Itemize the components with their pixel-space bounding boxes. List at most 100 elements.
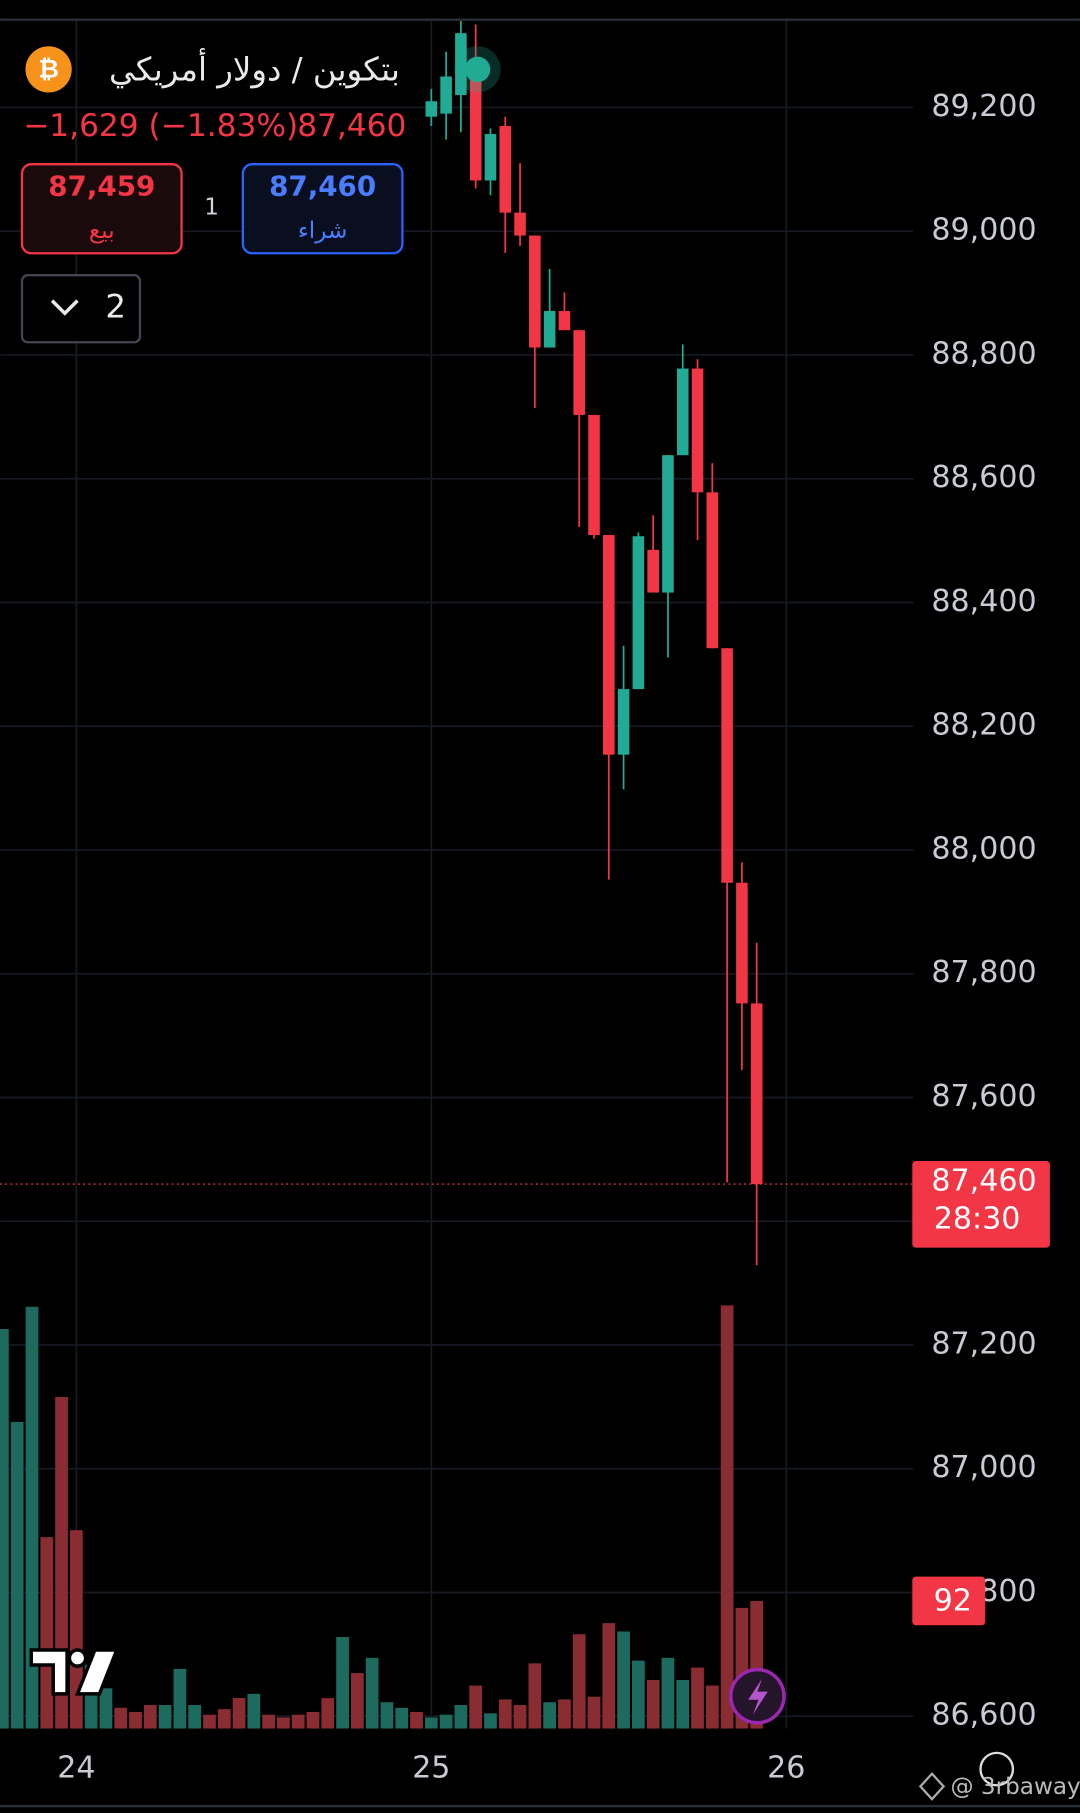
buy-button[interactable] xyxy=(241,163,404,255)
x-tick-label: 26 xyxy=(767,1751,805,1786)
y-tick-label: 89,200 xyxy=(931,89,1036,124)
volume-bar xyxy=(0,1328,9,1729)
volume-bar xyxy=(203,1714,216,1729)
price-change: −1,629 (−1.83%) xyxy=(23,108,298,144)
volume-bar xyxy=(232,1698,246,1729)
y-tick-label: 88,400 xyxy=(931,584,1036,619)
candle-body xyxy=(543,311,556,348)
candle-body xyxy=(750,1003,763,1185)
volume-bar xyxy=(336,1637,349,1729)
candle-body xyxy=(514,212,526,236)
grid xyxy=(0,20,914,1729)
candle-body xyxy=(617,689,630,755)
candle-body xyxy=(455,33,467,96)
volume-bar xyxy=(291,1714,305,1729)
buy-label: شراء xyxy=(298,218,347,244)
candle-body xyxy=(573,330,585,415)
volume-bar xyxy=(40,1537,54,1729)
current-price: 87,460 xyxy=(297,108,406,144)
candle-body xyxy=(632,536,645,690)
last-price-tag xyxy=(912,1160,1050,1248)
volume-bar xyxy=(572,1634,586,1729)
candle-body xyxy=(484,134,497,181)
volume-pane xyxy=(0,1305,764,1729)
coin-icon xyxy=(25,46,72,93)
volume-bar xyxy=(705,1685,719,1729)
candle-body xyxy=(706,492,719,649)
candle-body xyxy=(676,368,689,456)
sell-price: 87,459 xyxy=(48,169,155,202)
volume-bar xyxy=(439,1714,453,1729)
last-price-label: 87,460 xyxy=(931,1163,1036,1198)
volume-bar xyxy=(351,1673,364,1729)
volume-bar xyxy=(410,1711,423,1729)
settings-icon[interactable] xyxy=(979,1751,1015,1787)
volume-bar xyxy=(365,1657,379,1729)
coin-symbol: ₿ xyxy=(38,54,59,84)
volume-bar xyxy=(321,1698,335,1729)
candle-body xyxy=(469,70,482,181)
volume-bar xyxy=(262,1714,275,1729)
volume-bar xyxy=(528,1663,542,1729)
volume-bar xyxy=(129,1711,142,1729)
volume-bar xyxy=(587,1696,601,1729)
volume-bar xyxy=(632,1660,645,1729)
layouts-count: 2 xyxy=(105,288,126,326)
sell-button[interactable] xyxy=(20,163,183,255)
y-tick-label: 87,800 xyxy=(931,955,1036,990)
quantity[interactable]: 1 xyxy=(204,195,219,221)
candle-body xyxy=(440,76,452,114)
candle-body xyxy=(588,414,600,536)
watermark-icon xyxy=(918,1771,946,1801)
volume-bar xyxy=(306,1711,320,1729)
volume-bar xyxy=(646,1680,660,1729)
volume-bar xyxy=(424,1717,438,1729)
candle-body xyxy=(558,311,571,331)
volume-bar xyxy=(99,1688,113,1729)
volume-bar xyxy=(454,1705,468,1729)
candle-body xyxy=(736,882,748,1004)
y-tick-label: 87,000 xyxy=(931,1450,1036,1485)
volume-bar xyxy=(498,1699,512,1729)
candle-body xyxy=(721,648,733,883)
volume-bar xyxy=(617,1631,630,1729)
symbol-title[interactable]: بتكوين / دولار أمريكي xyxy=(109,48,400,89)
volume-bar xyxy=(558,1699,571,1729)
candle-body xyxy=(529,235,541,348)
y-tick-label: 87,200 xyxy=(931,1326,1036,1361)
volume-bar xyxy=(513,1705,527,1729)
volume-bar xyxy=(543,1702,556,1729)
volume-bar xyxy=(10,1421,24,1729)
y-tick-label: 87,600 xyxy=(931,1079,1036,1114)
volume-tag xyxy=(912,1576,986,1626)
sell-label: بيع xyxy=(89,218,115,244)
volume-bar xyxy=(277,1717,290,1729)
live-dot xyxy=(464,56,491,83)
candle-body xyxy=(647,549,659,593)
y-tick-label: 88,600 xyxy=(931,460,1036,495)
volume-bar xyxy=(55,1396,68,1729)
chevron-icon xyxy=(50,299,79,316)
tv-logo xyxy=(29,1648,120,1696)
layouts-dropdown[interactable] xyxy=(20,274,142,344)
x-tick-label: 24 xyxy=(57,1751,95,1786)
volume-bar xyxy=(173,1668,187,1729)
volume-bar xyxy=(720,1305,734,1729)
volume-bar xyxy=(469,1685,483,1729)
candle-body xyxy=(425,101,438,117)
volume-bar xyxy=(143,1705,157,1729)
volume-bar xyxy=(247,1693,261,1729)
candle-body xyxy=(603,535,615,755)
x-tick-label: 25 xyxy=(412,1751,450,1786)
volume-bar xyxy=(602,1623,616,1729)
y-tick-label: 88,800 xyxy=(931,336,1036,371)
flash-icon xyxy=(748,1678,768,1715)
volume-label: 92 xyxy=(934,1584,972,1619)
y-tick-label: 89,000 xyxy=(931,213,1036,248)
volume-bar xyxy=(676,1680,690,1729)
volume-bar xyxy=(395,1707,409,1729)
candle-body xyxy=(662,455,674,593)
